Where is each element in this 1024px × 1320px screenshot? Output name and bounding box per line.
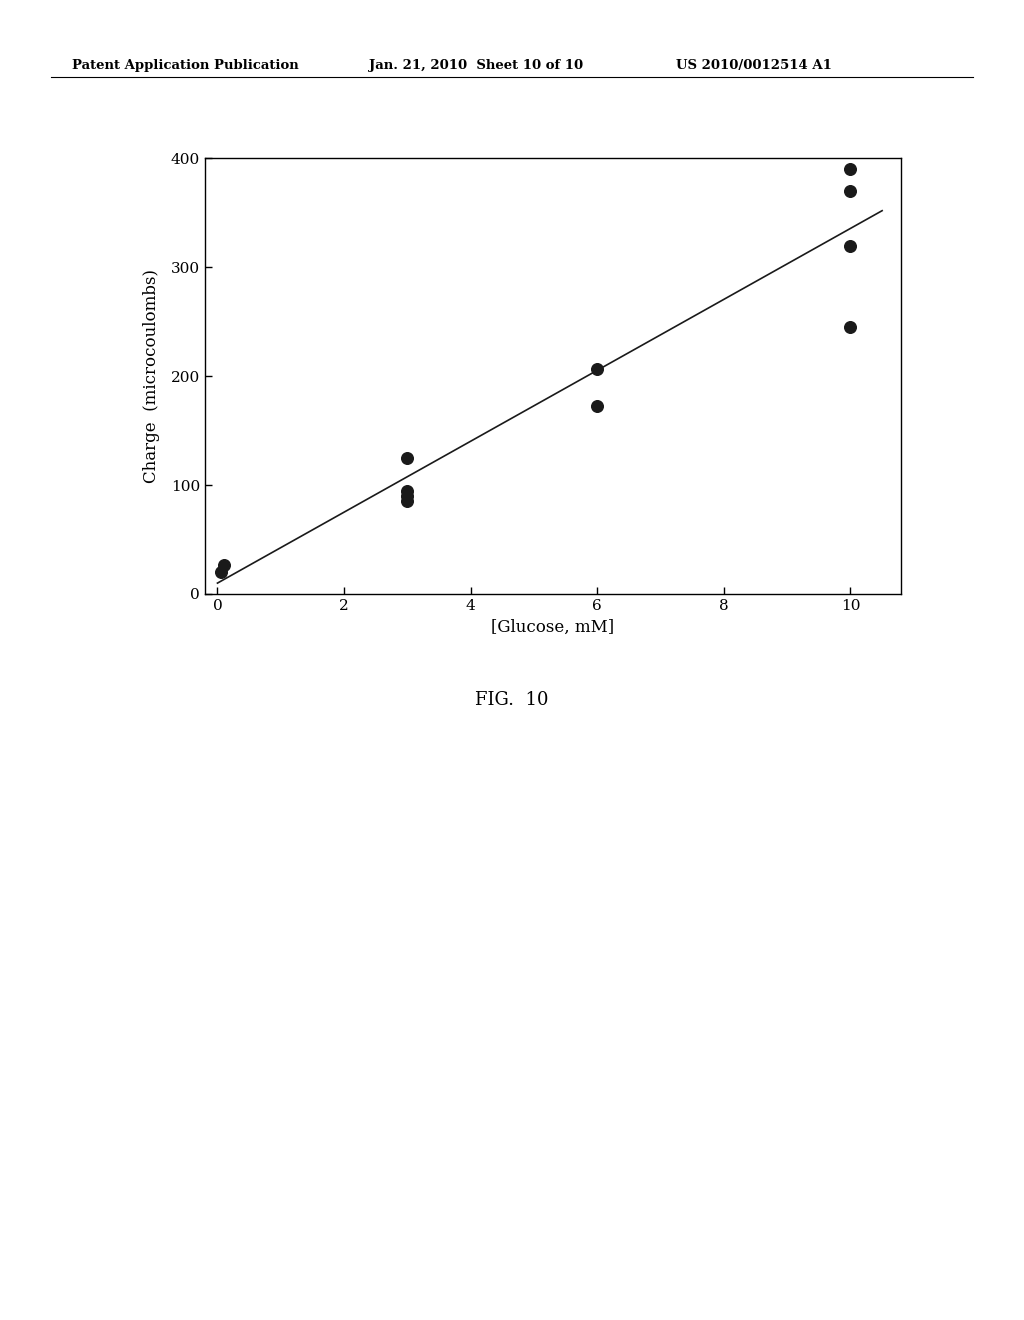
Point bbox=[843, 317, 859, 338]
Point bbox=[212, 561, 228, 582]
Point bbox=[843, 235, 859, 256]
X-axis label: [Glucose, mM]: [Glucose, mM] bbox=[492, 618, 614, 635]
Point bbox=[399, 491, 416, 512]
Y-axis label: Charge  (microcoulombs): Charge (microcoulombs) bbox=[142, 269, 160, 483]
Point bbox=[399, 486, 416, 507]
Text: US 2010/0012514 A1: US 2010/0012514 A1 bbox=[676, 59, 831, 73]
Text: Patent Application Publication: Patent Application Publication bbox=[72, 59, 298, 73]
Text: Jan. 21, 2010  Sheet 10 of 10: Jan. 21, 2010 Sheet 10 of 10 bbox=[369, 59, 583, 73]
Point bbox=[843, 158, 859, 180]
Point bbox=[843, 181, 859, 202]
Point bbox=[589, 358, 605, 379]
Point bbox=[216, 554, 232, 576]
Point bbox=[399, 480, 416, 502]
Point bbox=[399, 447, 416, 469]
Point bbox=[589, 395, 605, 416]
Text: FIG.  10: FIG. 10 bbox=[475, 690, 549, 709]
